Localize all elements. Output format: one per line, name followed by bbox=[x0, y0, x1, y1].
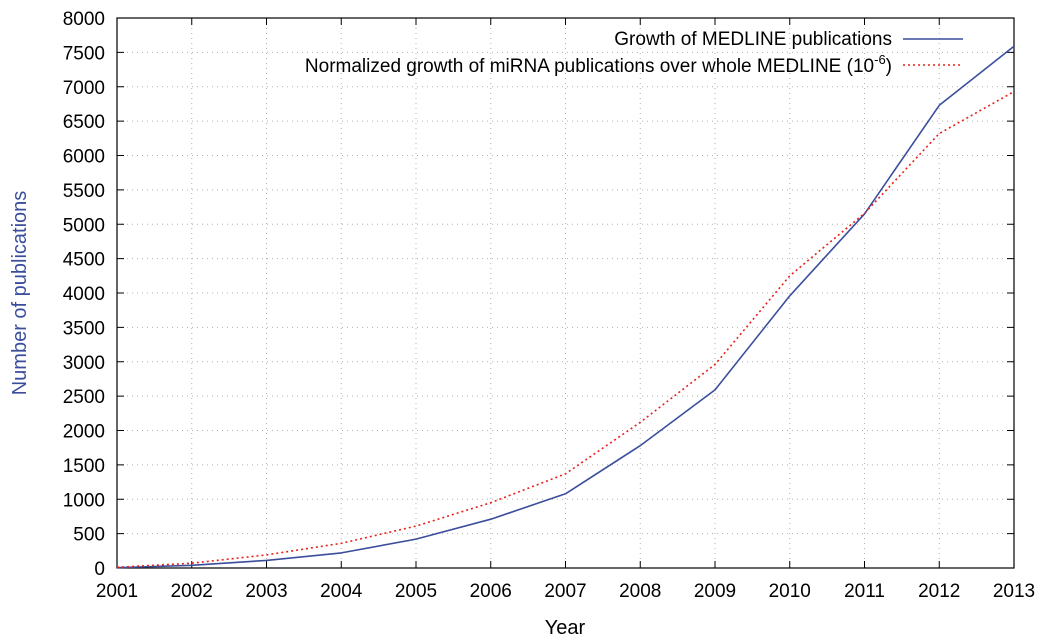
y-tick-label: 6500 bbox=[63, 112, 105, 133]
y-tick-label: 7000 bbox=[63, 78, 105, 99]
axis-ticks: 0 500 1000 1500 2000 2500 3000 3500 4000 4500 5000… bbox=[63, 9, 1035, 602]
x-tick-label: 2007 bbox=[544, 581, 586, 602]
y-tick-label: 5500 bbox=[63, 181, 105, 202]
x-tick-label: 2005 bbox=[395, 581, 437, 602]
legend-label-mirna-close: ) bbox=[886, 56, 892, 77]
y-tick-label: 4500 bbox=[63, 250, 105, 271]
series-line-mirna bbox=[116, 90, 1015, 569]
legend-label-mirna-main: Normalized growth of miRNA publications … bbox=[305, 56, 874, 77]
x-tick-label: 2010 bbox=[769, 581, 811, 602]
x-axis-title: Year bbox=[545, 617, 586, 636]
legend-label-mirna-exponent: -6 bbox=[874, 52, 886, 67]
y-tick-label: 0 bbox=[94, 559, 105, 580]
y-tick-label: 5000 bbox=[63, 215, 105, 236]
x-tick-label: 2004 bbox=[320, 581, 363, 602]
y-axis-title: Number of publications bbox=[9, 191, 31, 396]
y-tick-label: 1000 bbox=[63, 490, 105, 511]
legend-label-medline: Growth of MEDLINE publications bbox=[614, 29, 892, 50]
series-line-medline bbox=[116, 45, 1015, 569]
x-tick-label: 2013 bbox=[993, 581, 1035, 602]
y-tick-label: 2500 bbox=[63, 387, 105, 408]
grid bbox=[117, 18, 1014, 568]
x-tick-label: 2001 bbox=[96, 581, 138, 602]
y-tick-label: 7500 bbox=[63, 43, 105, 64]
y-tick-label: 3000 bbox=[63, 353, 105, 374]
y-tick-label: 500 bbox=[73, 525, 105, 546]
y-tick-label: 8000 bbox=[63, 9, 105, 30]
y-tick-label: 2000 bbox=[63, 422, 105, 443]
legend: Growth of MEDLINE publications Normalize… bbox=[305, 29, 963, 77]
y-tick-label: 6000 bbox=[63, 147, 105, 168]
x-tick-label: 2012 bbox=[918, 581, 960, 602]
series-group bbox=[116, 45, 1015, 569]
x-tick-label: 2009 bbox=[694, 581, 736, 602]
y-tick-label: 4000 bbox=[63, 284, 105, 305]
x-tick-label: 2003 bbox=[245, 581, 287, 602]
legend-label-mirna: Normalized growth of miRNA publications … bbox=[305, 52, 892, 77]
x-tick-label: 2006 bbox=[470, 581, 512, 602]
x-tick-label: 2002 bbox=[171, 581, 213, 602]
x-tick-label: 2011 bbox=[844, 581, 885, 602]
y-tick-label: 1500 bbox=[63, 456, 105, 477]
x-tick-label: 2008 bbox=[619, 581, 661, 602]
y-tick-label: 3500 bbox=[63, 318, 105, 339]
